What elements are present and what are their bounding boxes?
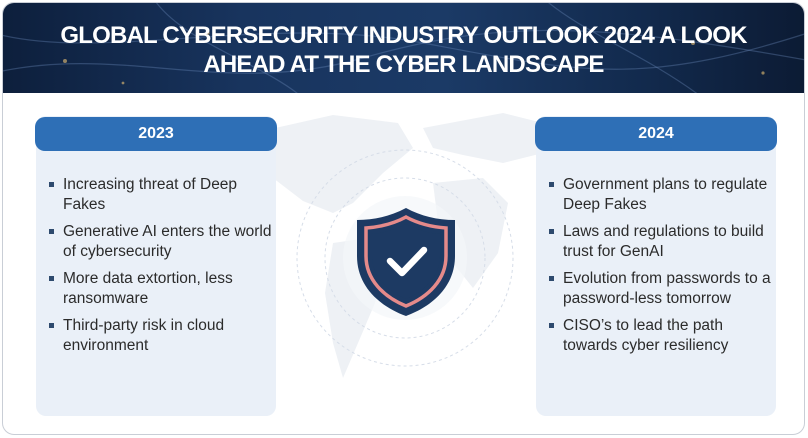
bullet-icon <box>49 323 54 328</box>
bullet-icon <box>49 229 54 234</box>
list-item-text: Increasing threat of Deep Fakes <box>63 176 238 213</box>
page-title: GLOBAL CYBERSECURITY INDUSTRY OUTLOOK 20… <box>60 22 747 78</box>
list-item: Government plans to regulate Deep Fakes <box>547 175 773 215</box>
list-item-text: Laws and regulations to build trust for … <box>563 223 764 260</box>
list-2023: Increasing threat of Deep Fakes Generati… <box>47 175 273 363</box>
list-item: More data extortion, less ransomware <box>47 269 273 309</box>
card-2023 <box>36 116 276 416</box>
bullet-icon <box>549 182 554 187</box>
list-item-text: More data extortion, less ransomware <box>63 270 233 307</box>
list-item-text: CISO’s to lead the path towards cyber re… <box>563 317 729 354</box>
header-banner: GLOBAL CYBERSECURITY INDUSTRY OUTLOOK 20… <box>3 3 804 93</box>
list-item: Evolution from passwords to a password-l… <box>547 269 773 309</box>
card-2024 <box>536 116 776 416</box>
bullet-icon <box>549 229 554 234</box>
year-label-2024: 2024 <box>535 117 777 151</box>
list-item-text: Evolution from passwords to a password-l… <box>563 270 771 307</box>
list-item: CISO’s to lead the path towards cyber re… <box>547 316 773 356</box>
network-lines-background <box>3 3 804 93</box>
bullet-icon <box>549 323 554 328</box>
shield-check-icon <box>357 208 455 316</box>
bullet-icon <box>49 276 54 281</box>
list-item-text: Government plans to regulate Deep Fakes <box>563 176 768 213</box>
list-item: Third-party risk in cloud environment <box>47 316 273 356</box>
list-item-text: Third-party risk in cloud environment <box>63 317 225 354</box>
year-label-2023: 2023 <box>35 117 277 151</box>
list-item-text: Generative AI enters the world of cybers… <box>63 223 272 260</box>
list-2024: Government plans to regulate Deep Fakes … <box>547 175 773 363</box>
list-item: Laws and regulations to build trust for … <box>547 222 773 262</box>
year-label-text: 2024 <box>638 125 674 142</box>
year-label-text: 2023 <box>138 125 174 142</box>
bullet-icon <box>49 182 54 187</box>
list-item: Increasing threat of Deep Fakes <box>47 175 273 215</box>
list-item: Generative AI enters the world of cybers… <box>47 222 273 262</box>
bullet-icon <box>549 276 554 281</box>
